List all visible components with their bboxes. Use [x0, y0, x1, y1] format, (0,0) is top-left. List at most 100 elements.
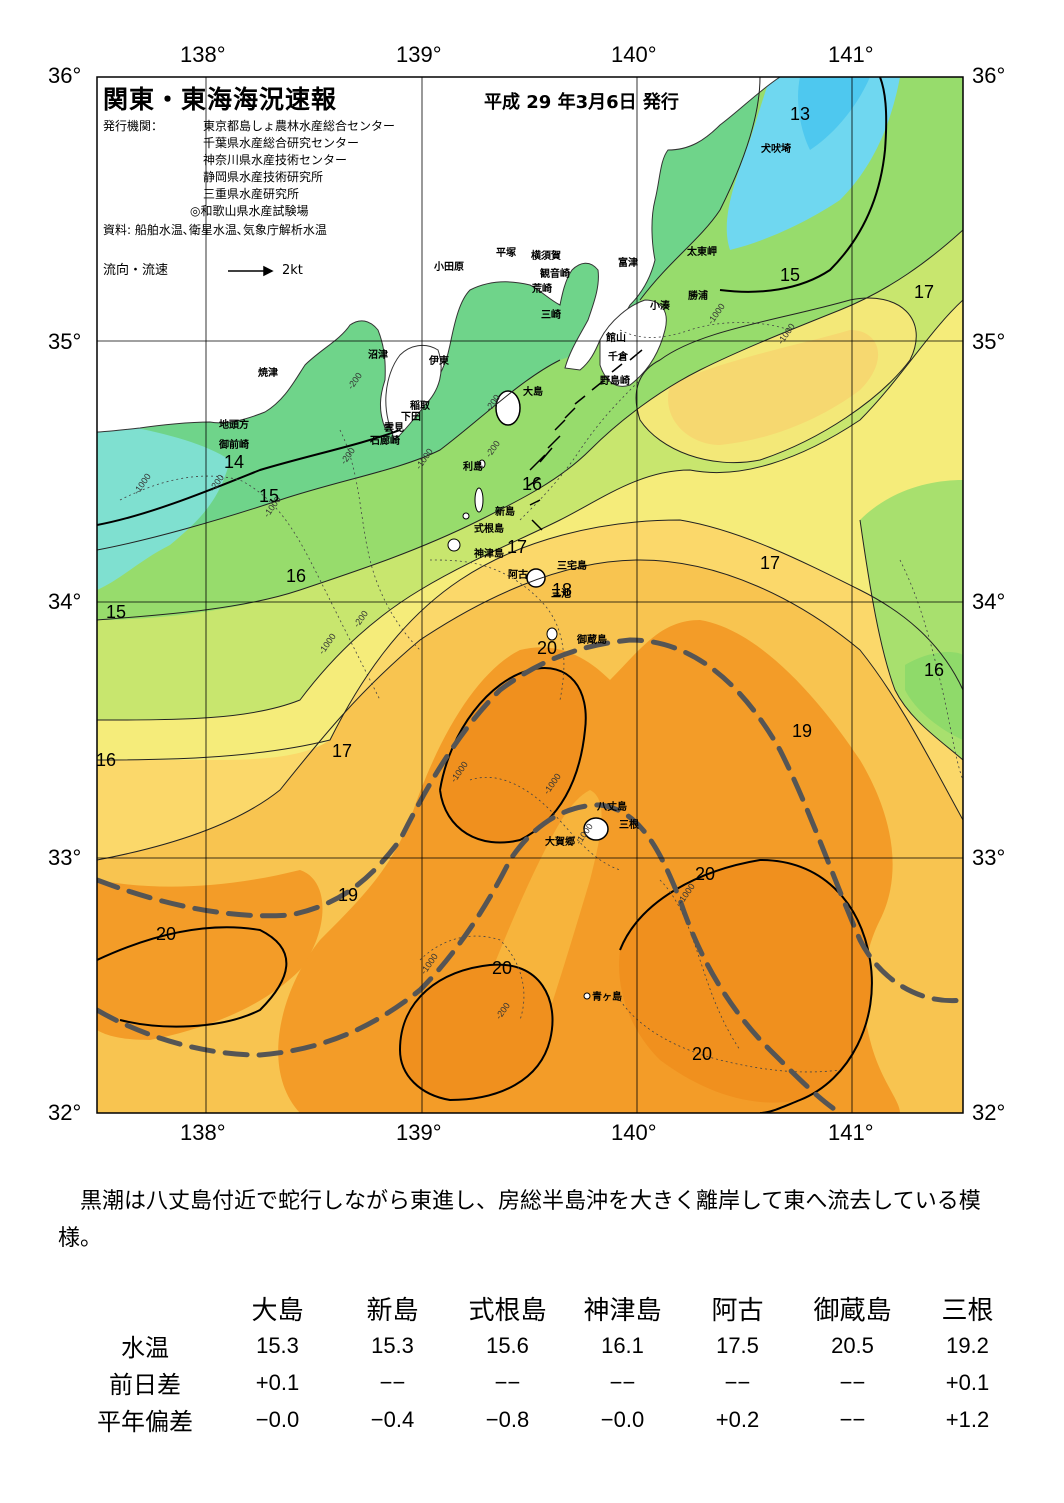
lat-label-33: 33° — [48, 845, 82, 870]
isotherm-label: 16 — [286, 566, 307, 586]
lat-label-34-right: 34° — [972, 589, 1006, 614]
place-label: 式根島 — [474, 524, 504, 535]
sea-temperature-map: -1000-200-200-1000-200-1000-200-200-1000… — [96, 76, 964, 1114]
isotherm-label: 15 — [259, 486, 280, 506]
place-label: 雲見 — [384, 423, 404, 434]
place-label: 横須賀 — [531, 251, 561, 262]
current-legend-label: 流向・流速 — [103, 263, 169, 278]
row-label: 水温 — [121, 1334, 169, 1362]
place-label: 焼津 — [258, 368, 278, 379]
place-label: 青ヶ島 — [592, 992, 622, 1003]
zone-13 — [726, 77, 900, 250]
issue-date: 平成 29 年3月6日 発行 — [484, 92, 679, 113]
column-header: 阿古 — [711, 1296, 764, 1326]
table-corner — [70, 1290, 220, 1327]
lat-label-36-right: 36° — [972, 63, 1006, 88]
table-cell: +0.2 — [715, 1406, 760, 1432]
column-header: 神津島 — [583, 1296, 662, 1326]
isotherm-label: 20 — [695, 864, 716, 884]
place-label: 三宅島 — [557, 561, 587, 572]
data-source: 資料: 船舶水温､衛星水温､気象庁解析水温 — [103, 223, 327, 237]
lon-label-138-bottom: 138° — [180, 1120, 226, 1145]
isotherm-label: 16 — [96, 750, 117, 770]
row-label: 平年偏差 — [97, 1408, 193, 1436]
isotherm-label: 18 — [552, 580, 573, 600]
map-title: 関東・東海海況速報 — [103, 85, 338, 114]
place-label: 三池 — [551, 589, 571, 600]
land-boso — [599, 299, 667, 387]
table-cell: −− — [609, 1369, 636, 1395]
column-header: 大島 — [251, 1296, 304, 1326]
island-hachijo — [583, 817, 609, 841]
place-label: 御前崎 — [219, 440, 249, 451]
island-oshima — [495, 390, 521, 426]
place-label: 小田原 — [434, 262, 464, 273]
island-niijima — [474, 487, 484, 513]
table-cell: −0.8 — [485, 1406, 530, 1432]
table-cell: 15.3 — [256, 1332, 299, 1358]
place-label: 大島 — [523, 387, 543, 398]
island-toshima — [478, 459, 486, 469]
lon-label-141-bottom: 141° — [828, 1120, 874, 1145]
place-label: 三崎 — [541, 310, 561, 321]
zone-21-core-a — [440, 668, 586, 843]
table-cell: −0.0 — [600, 1406, 645, 1432]
table-cell: 17.5 — [716, 1332, 759, 1358]
lat-label-34: 34° — [48, 589, 82, 614]
place-label: 犬吠埼 — [761, 144, 791, 155]
place-label: 稲取 — [410, 401, 430, 412]
lat-label-33-right: 33° — [972, 845, 1006, 870]
table-cell: −− — [839, 1369, 866, 1395]
isotherm-label: 20 — [537, 638, 558, 658]
current-legend-scale: 2kt — [282, 263, 303, 278]
place-label: 御蔵島 — [577, 635, 607, 646]
isotherm-label: 19 — [338, 885, 359, 905]
lon-label-139-bottom: 139° — [396, 1120, 442, 1145]
table-cell: 19.2 — [946, 1332, 989, 1358]
land-honshu — [97, 77, 781, 433]
issuer-5: 三重県水産研究所 — [203, 187, 300, 201]
column-header: 御蔵島 — [813, 1296, 892, 1326]
zone-14 — [97, 420, 230, 590]
land-izu — [385, 344, 442, 441]
isotherm-label: 17 — [507, 537, 528, 557]
place-label: 小湊 — [650, 301, 670, 312]
island-kozu — [447, 538, 461, 552]
place-label: 勝浦 — [688, 291, 708, 302]
island-miyake — [526, 568, 546, 588]
island-mikura — [546, 627, 558, 641]
isotherm-label: 14 — [224, 452, 245, 472]
lat-label-35-right: 35° — [972, 329, 1006, 354]
place-label: 阿古 — [508, 570, 528, 581]
place-label: 新島 — [495, 507, 515, 518]
zone-20-west — [97, 870, 323, 1040]
island-aogashima — [583, 992, 591, 1000]
place-label: 沼津 — [368, 350, 388, 361]
lon-label-140-bottom: 140° — [611, 1120, 657, 1145]
place-label: 三根 — [619, 820, 639, 831]
table-cell: 20.5 — [831, 1332, 874, 1358]
place-label: 石廊崎 — [370, 436, 400, 447]
table-row: 前日差 +0.1 −− −− −− −− −− +0.1 — [70, 1364, 1025, 1401]
table-cell: −− — [494, 1369, 521, 1395]
row-label: 前日差 — [109, 1371, 181, 1399]
description-body: 黒潮は八丈島付近で蛇行しながら東進し、房総半島沖を大きく離岸して東へ流去している… — [58, 1189, 981, 1251]
zone-21-core-c — [400, 964, 553, 1100]
place-label: 荒崎 — [532, 284, 552, 295]
place-label: 太東岬 — [687, 247, 717, 258]
lat-label-35: 35° — [48, 329, 82, 354]
column-header: 式根島 — [468, 1296, 547, 1326]
table-cell: −− — [379, 1369, 406, 1395]
place-label: 神津島 — [474, 549, 504, 560]
issuer-2: 千葉県水産総合研究センター — [203, 136, 360, 150]
kuroshio-north — [97, 637, 963, 1004]
table-row: 平年偏差 −0.0 −0.4 −0.8 −0.0 +0.2 −− +1.2 — [70, 1401, 1025, 1438]
isotherm-label: 17 — [914, 282, 935, 302]
table-cell: 16.1 — [601, 1332, 644, 1358]
isotherm-label: 13 — [790, 104, 811, 124]
place-label: 平塚 — [496, 248, 516, 259]
table-cell: −0.0 — [255, 1406, 300, 1432]
isotherm-label: 20 — [156, 924, 177, 944]
isotherm-label: 20 — [492, 958, 513, 978]
island-shikine — [462, 512, 470, 520]
